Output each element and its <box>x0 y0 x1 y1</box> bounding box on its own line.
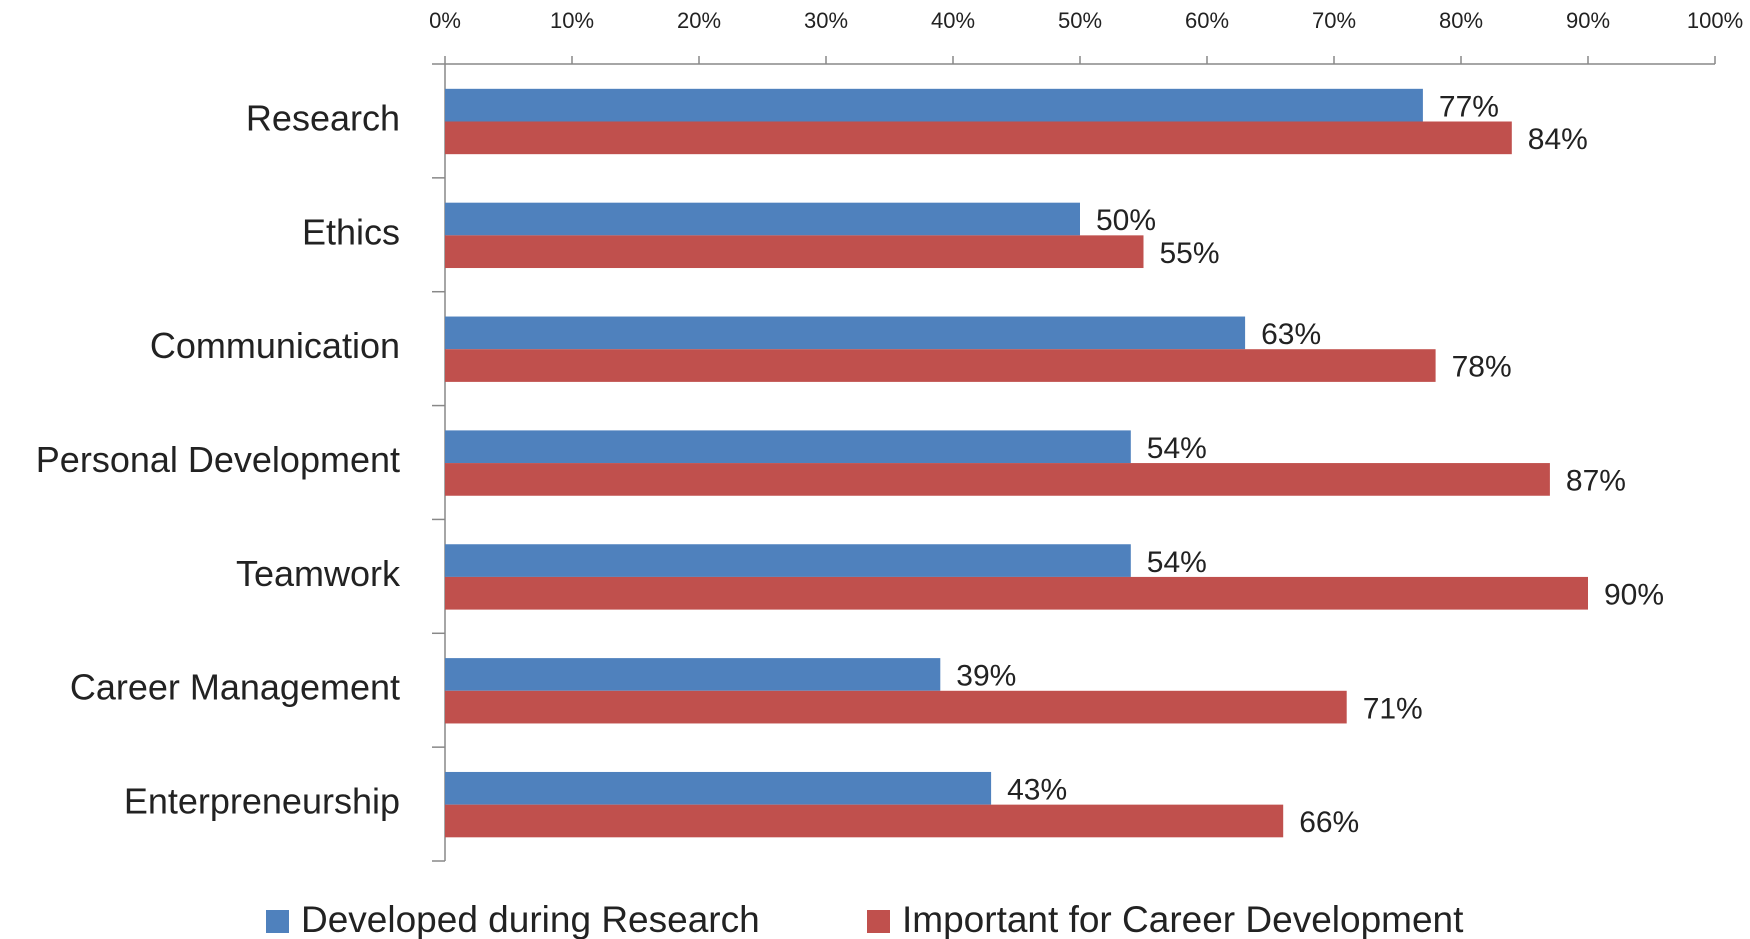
bar <box>445 349 1436 382</box>
x-tick-label: 40% <box>931 8 975 33</box>
legend-swatch <box>266 910 289 933</box>
y-tick-label: Ethics <box>302 211 400 252</box>
x-tick-label: 60% <box>1185 8 1229 33</box>
bar <box>445 576 1588 610</box>
data-label: 87% <box>1566 465 1626 498</box>
data-label: 71% <box>1363 692 1423 725</box>
data-label: 39% <box>956 660 1016 693</box>
data-label: 90% <box>1604 578 1664 611</box>
x-tick-label: 50% <box>1058 8 1102 33</box>
x-tick-label: 90% <box>1566 8 1610 33</box>
x-tick-label: 80% <box>1439 8 1483 33</box>
data-label: 78% <box>1452 351 1512 384</box>
bar <box>445 235 1144 269</box>
data-label: 66% <box>1299 806 1359 839</box>
y-tick-label: Communication <box>150 325 400 366</box>
data-label: 43% <box>1007 773 1067 806</box>
bar <box>445 658 941 691</box>
data-label: 54% <box>1147 546 1207 579</box>
y-tick-label: Personal Development <box>36 439 400 480</box>
legend-label: Developed during Research <box>301 899 760 939</box>
bar <box>445 804 1284 838</box>
data-label: 77% <box>1439 90 1499 123</box>
bar <box>445 316 1246 350</box>
y-tick-label: Research <box>246 97 400 138</box>
data-label: 84% <box>1528 123 1588 156</box>
data-label: 55% <box>1160 237 1220 270</box>
y-tick-label: Enterpreneurship <box>124 781 400 822</box>
legend-swatch <box>867 910 890 933</box>
bar <box>445 771 992 805</box>
x-tick-label: 30% <box>804 8 848 33</box>
bar <box>445 463 1550 496</box>
data-label: 50% <box>1096 204 1156 237</box>
legend-label: Important for Career Development <box>902 899 1464 939</box>
bar <box>445 544 1131 577</box>
x-tick-label: 70% <box>1312 8 1356 33</box>
x-tick-label: 20% <box>677 8 721 33</box>
x-tick-label: 0% <box>429 8 461 33</box>
data-label: 63% <box>1261 318 1321 351</box>
y-tick-label: Career Management <box>70 667 400 708</box>
bar <box>445 690 1347 724</box>
bar <box>445 88 1423 122</box>
data-label: 54% <box>1147 432 1207 465</box>
y-tick-label: Teamwork <box>236 553 401 594</box>
x-tick-label: 100% <box>1687 8 1743 33</box>
bar <box>445 202 1080 236</box>
bar <box>445 121 1512 155</box>
x-tick-label: 10% <box>550 8 594 33</box>
bar <box>445 430 1131 464</box>
